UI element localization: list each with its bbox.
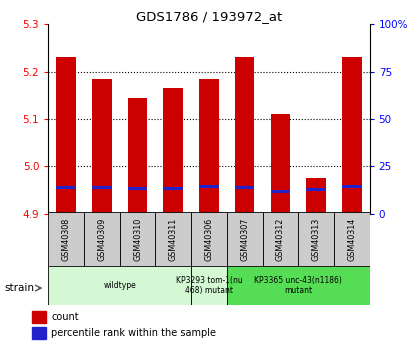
Bar (120, 212, 155, 266)
Bar (306, 188, 326, 191)
Text: KP3365 unc-43(n1186)
mutant: KP3365 unc-43(n1186) mutant (254, 276, 342, 295)
Bar (227, 266, 370, 305)
Text: GSM40308: GSM40308 (62, 217, 71, 260)
Text: KP3293 tom-1(nu
468) mutant: KP3293 tom-1(nu 468) mutant (176, 276, 242, 295)
Bar (128, 187, 147, 190)
Bar (32, 327, 46, 339)
Bar (199, 79, 219, 214)
Bar (342, 57, 362, 214)
Bar (48, 212, 84, 266)
Bar (48, 266, 191, 305)
Text: GSM40314: GSM40314 (347, 217, 356, 260)
Bar (56, 57, 76, 214)
Bar (235, 186, 255, 189)
Text: GSM40311: GSM40311 (169, 217, 178, 260)
Text: count: count (51, 312, 79, 322)
Bar (199, 185, 219, 188)
Bar (306, 178, 326, 214)
Text: GSM40306: GSM40306 (205, 217, 213, 260)
Text: GSM40307: GSM40307 (240, 217, 249, 260)
Bar (32, 310, 46, 323)
Bar (163, 187, 183, 190)
Text: GSM40310: GSM40310 (133, 217, 142, 260)
Bar (84, 212, 120, 266)
Bar (191, 266, 227, 305)
Bar (92, 186, 112, 189)
Bar (270, 114, 290, 214)
Bar (155, 212, 191, 266)
Text: GSM40309: GSM40309 (97, 217, 106, 260)
Bar (334, 212, 370, 266)
Bar (227, 212, 262, 266)
Bar (262, 212, 298, 266)
Text: GSM40312: GSM40312 (276, 217, 285, 260)
Text: wildtype: wildtype (103, 281, 136, 290)
Bar (235, 57, 255, 214)
Bar (191, 212, 227, 266)
Bar (270, 190, 290, 193)
Bar (298, 212, 334, 266)
Text: GSM40313: GSM40313 (312, 217, 320, 260)
Text: strain: strain (4, 283, 34, 293)
Text: percentile rank within the sample: percentile rank within the sample (51, 328, 216, 338)
Bar (342, 185, 362, 188)
Bar (128, 98, 147, 214)
Title: GDS1786 / 193972_at: GDS1786 / 193972_at (136, 10, 282, 23)
Bar (163, 88, 183, 214)
Bar (92, 79, 112, 214)
Bar (56, 186, 76, 189)
